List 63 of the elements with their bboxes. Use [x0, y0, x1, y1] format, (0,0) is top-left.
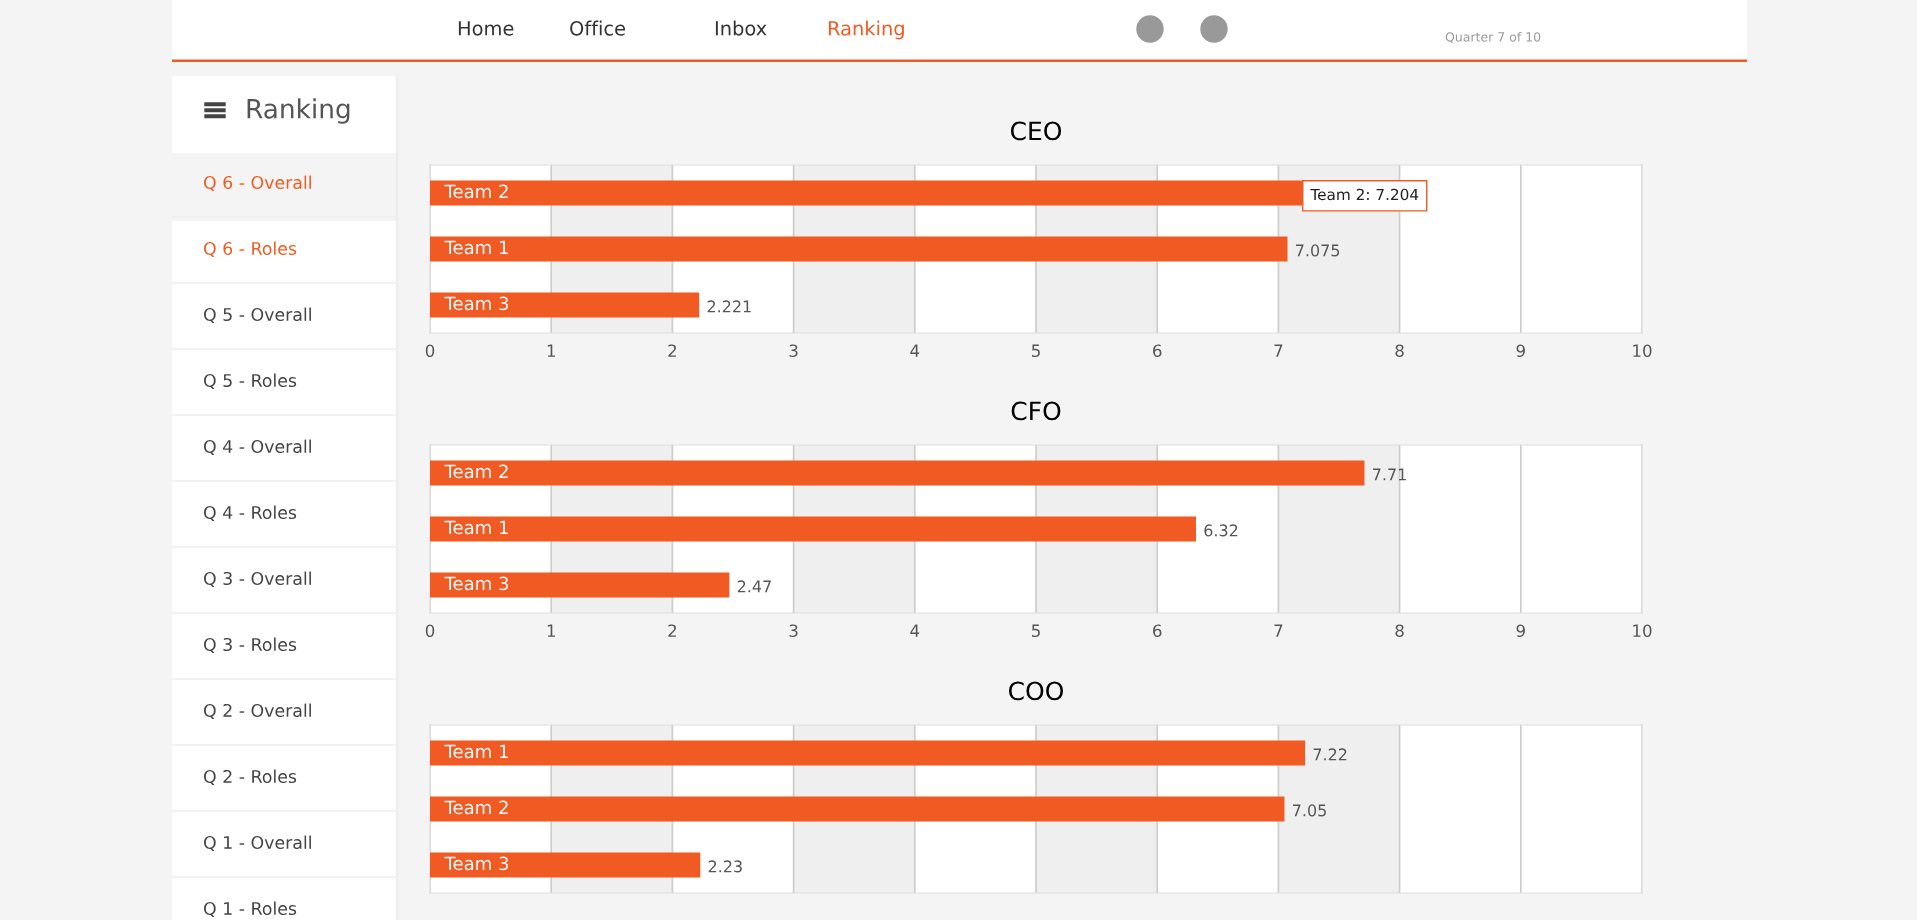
x-tick-label: 1: [547, 624, 555, 637]
text: Q 4 - Roles: [203, 505, 297, 522]
text: Q 5 - Roles: [203, 373, 297, 390]
text: Q 2 - Overall: [203, 703, 311, 720]
y-tick-label: Team 2: [444, 464, 508, 479]
x-tick-label: 9: [1516, 624, 1525, 638]
text: Home: [458, 21, 514, 36]
x-tick-label: 5: [1031, 344, 1040, 358]
text: Q 1 - Roles: [203, 901, 297, 918]
x-tick-label: 1: [547, 344, 555, 357]
chart-title: CEO: [1010, 121, 1062, 141]
text: Ranking: [247, 98, 350, 124]
data-label: 7.22: [1313, 748, 1347, 761]
x-tick-label: 7: [1274, 344, 1283, 357]
data-label: 2.23: [708, 860, 742, 873]
x-tick-label: 3: [789, 624, 798, 638]
chart-title: CFO: [1011, 401, 1061, 421]
text: Q 3 - Roles: [203, 637, 297, 654]
text: Q 5 - Overall: [203, 307, 311, 324]
text: Q 6 - Overall: [203, 175, 311, 192]
x-tick-label: 4: [910, 624, 920, 637]
y-tick-label: Team 1: [444, 520, 508, 535]
data-label: 2.47: [737, 580, 771, 593]
x-tick-label: 2: [668, 624, 677, 637]
x-tick-label: 8: [1395, 624, 1404, 638]
x-tick-label: 10: [1633, 624, 1652, 638]
bar: [430, 572, 730, 598]
text: Q 1 - Overall: [203, 835, 311, 852]
x-tick-label: 8: [1395, 344, 1404, 358]
y-tick-label: Team 3: [444, 296, 509, 311]
text: Ranking: [828, 20, 904, 40]
x-tick-label: 10: [1633, 344, 1652, 358]
text: Quarter 7 of 10: [1445, 31, 1541, 44]
chart-title: COO: [1008, 681, 1063, 701]
x-tick-label: 0: [425, 624, 435, 638]
x-tick-label: 2: [668, 344, 677, 357]
data-label: 6.32: [1204, 524, 1238, 537]
bar: [430, 292, 700, 318]
data-label: 2.221: [707, 300, 751, 313]
text: Office: [570, 20, 626, 36]
x-tick-label: 3: [789, 344, 798, 358]
x-tick-label: 6: [1153, 344, 1162, 358]
text: Q 6 - Roles: [203, 241, 297, 258]
text: Q 3 - Overall: [203, 571, 311, 588]
data-label: 7.71: [1373, 468, 1406, 481]
bar: [430, 236, 1288, 262]
x-tick-label: 4: [910, 344, 920, 357]
x-tick-label: 5: [1031, 624, 1040, 638]
y-tick-label: Team 2: [444, 184, 508, 199]
y-tick-label: Team 3: [444, 576, 509, 591]
text: Q 2 - Roles: [203, 769, 297, 786]
text: Q 4 - Overall: [203, 439, 311, 456]
x-tick-label: 7: [1274, 624, 1283, 637]
text: Inbox: [715, 20, 767, 36]
data-label: 7.05: [1293, 804, 1326, 817]
bar: [430, 460, 1365, 486]
x-tick-label: 6: [1153, 624, 1162, 638]
x-tick-label: 9: [1516, 344, 1525, 358]
x-tick-label: 0: [425, 344, 435, 358]
y-tick-label: Team 1: [444, 240, 508, 255]
bar: [430, 516, 1196, 542]
data-label: Team 2: 7.204: [1310, 188, 1419, 201]
data-label: 7.075: [1296, 244, 1340, 257]
